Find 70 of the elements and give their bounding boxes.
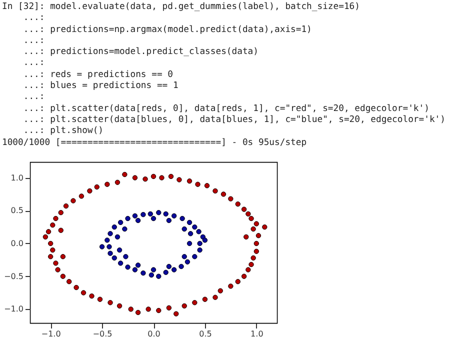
y-tick-label: −1.0 (4, 304, 24, 314)
point (192, 224, 198, 230)
text: ...: predictions=np.argmax(model.predict(data),axis=1) (22, 24, 313, 36)
point (163, 270, 168, 275)
point (186, 240, 192, 246)
point (135, 218, 141, 224)
point (112, 224, 117, 230)
point (123, 254, 128, 260)
point (184, 259, 190, 264)
point (140, 212, 146, 218)
text: ...: predictions=model.predict_classes(data) (22, 47, 260, 58)
point (118, 220, 124, 226)
point (196, 229, 202, 234)
point (180, 216, 185, 222)
point (166, 218, 172, 224)
x-tick-label: 0.0 (148, 330, 160, 338)
point (116, 247, 122, 253)
point (148, 211, 154, 217)
point (171, 213, 177, 218)
y-tick-label: 0.0 (10, 238, 24, 248)
y-tick-label: 0.5 (10, 206, 24, 216)
point (112, 255, 117, 261)
point (125, 216, 130, 222)
text: In [32]: model.evaluate(data, pd.get_dummies(label), batch_size=16) (2, 2, 361, 14)
point (150, 216, 156, 222)
point (178, 264, 184, 270)
point (163, 211, 168, 217)
point (148, 272, 154, 278)
point (197, 240, 202, 246)
point (108, 231, 113, 236)
point (202, 238, 208, 243)
point (166, 264, 172, 270)
point (182, 254, 187, 260)
text: 1000/1000 [==============================] - 0s 95us/step (2, 138, 308, 149)
y-tick-label: 1.0 (10, 173, 24, 182)
point (108, 250, 113, 256)
point (135, 262, 141, 268)
point (182, 226, 187, 232)
point (171, 267, 177, 272)
text: ...: (22, 58, 46, 70)
text: ...: blues = predictions == 1 (22, 81, 180, 92)
point (122, 226, 128, 232)
point (114, 234, 120, 240)
y-tick-label: −0.5 (4, 272, 24, 281)
point (140, 270, 146, 276)
point (197, 247, 202, 253)
point (104, 238, 110, 243)
text: ...: (22, 36, 46, 48)
x-tick-label: 1.0 (250, 330, 264, 338)
point (99, 244, 105, 250)
point (132, 213, 138, 218)
point (106, 244, 112, 250)
point (156, 210, 162, 216)
text: ...: (22, 13, 46, 25)
x-tick-label: 0.5 (199, 330, 212, 338)
text: ...: (22, 92, 46, 104)
point (132, 267, 138, 272)
text: ...: plt.show() (22, 126, 105, 138)
text: ...: reds = predictions == 0 (22, 70, 174, 81)
point (118, 260, 124, 266)
point (192, 254, 198, 260)
point (188, 231, 194, 236)
point (125, 264, 130, 270)
text: ...: plt.scatter(data[reds, 0], data[reds, 1], c="red", s=20, edgecolor='k') (22, 104, 430, 115)
point (150, 267, 156, 272)
x-tick-label: −0.5 (92, 330, 112, 338)
point (156, 274, 162, 279)
point (186, 220, 192, 226)
x-tick-label: −1.0 (41, 330, 61, 338)
text: ...: plt.scatter(data[blues, 0], data[blues, 1], c="blue", s=20, edgecolor='k') (22, 114, 446, 126)
